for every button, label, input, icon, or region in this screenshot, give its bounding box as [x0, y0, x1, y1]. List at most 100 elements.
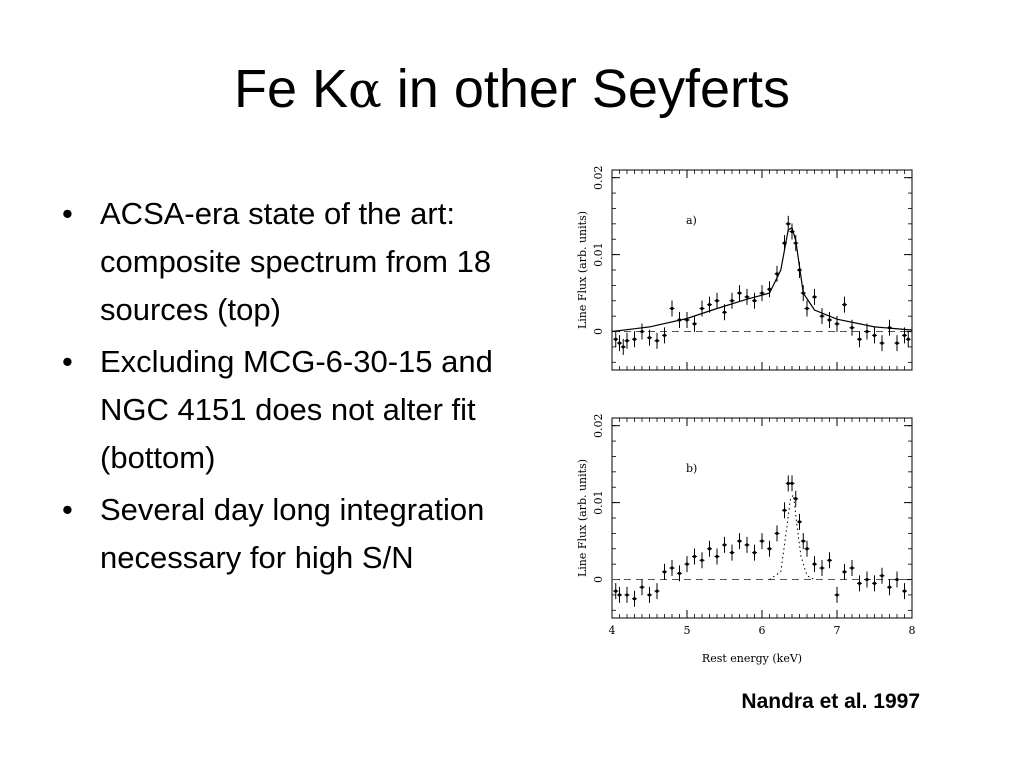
data-point [655, 339, 659, 343]
y-tick-label: 0.02 [592, 165, 605, 190]
data-point [835, 593, 839, 597]
bullet-item: • Excluding MCG-6-30-15 and NGC 4151 does… [62, 338, 542, 482]
data-point [647, 336, 652, 340]
data-point [745, 295, 749, 299]
data-point [640, 585, 644, 589]
data-point [887, 585, 892, 589]
data-point [730, 299, 734, 303]
x-axis-label: Rest energy (keV) [702, 652, 802, 665]
data-point [880, 341, 884, 345]
data-point [760, 291, 764, 295]
data-point [707, 547, 712, 551]
data-point [895, 577, 899, 582]
bullet-item: • ACSA-era state of the art: composite sp… [62, 190, 542, 334]
x-tick-label: 6 [759, 624, 766, 637]
data-point [801, 291, 805, 295]
data-point [906, 337, 910, 341]
bullet-text: ACSA-era state of the art: composite spe… [100, 196, 492, 327]
data-point [902, 333, 907, 337]
data-point [614, 589, 618, 593]
data-point [835, 322, 839, 326]
y-tick-label: 0 [592, 328, 605, 335]
x-tick-label: 4 [609, 624, 616, 637]
data-point [662, 570, 667, 574]
data-point [857, 337, 862, 341]
title-alpha-symbol: α [348, 61, 382, 119]
data-point [700, 306, 704, 311]
data-point [730, 551, 734, 555]
bullet-text: Several day long integration necessary f… [100, 492, 485, 575]
data-point [614, 337, 618, 341]
data-point [700, 558, 704, 562]
data-point [745, 543, 749, 547]
data-point [722, 310, 727, 314]
data-point [872, 581, 877, 585]
data-point [685, 562, 689, 566]
x-tick-label: 7 [834, 624, 841, 637]
data-point [827, 318, 832, 322]
data-point [820, 566, 824, 570]
data-point [801, 539, 805, 543]
data-point [865, 577, 869, 582]
citation: Nandra et al. 1997 [741, 690, 920, 713]
data-point [794, 241, 798, 245]
x-tick-label: 5 [684, 624, 691, 637]
data-point [692, 554, 697, 559]
data-point [790, 481, 794, 485]
data-point [775, 531, 779, 535]
data-point [722, 543, 727, 547]
data-point [805, 306, 809, 311]
data-point [794, 497, 798, 501]
data-point [752, 299, 757, 303]
data-point [872, 333, 877, 337]
data-point [775, 272, 779, 276]
data-point [640, 329, 644, 334]
data-point [625, 593, 629, 597]
data-point [790, 229, 794, 234]
data-point [632, 597, 637, 601]
data-point [737, 291, 742, 295]
data-point [782, 508, 787, 512]
data-point [647, 593, 652, 597]
spectrum-panel-b: 4 5 6 7 8 0 0.01 0.02 Line Flux (arb. units) b) Re… [576, 413, 916, 665]
data-point [685, 318, 689, 322]
slide-title: Fe Kα in other Seyferts [0, 62, 1024, 116]
data-point [842, 570, 847, 574]
data-point [715, 554, 719, 559]
data-point [887, 326, 892, 330]
data-point [797, 520, 802, 524]
data-point [670, 566, 674, 570]
title-suffix: in other Seyferts [381, 59, 790, 119]
bullet-text: Excluding MCG-6-30-15 and NGC 4151 does … [100, 344, 493, 475]
y-tick-label: 0.01 [592, 490, 605, 514]
data-point [880, 574, 884, 578]
bullet-list: • ACSA-era state of the art: composite sp… [62, 190, 542, 586]
data-point [760, 539, 764, 543]
data-point [767, 547, 772, 551]
data-point [707, 303, 712, 307]
y-tick-label: 0 [592, 576, 605, 583]
title-prefix: Fe K [233, 59, 349, 119]
data-point [617, 593, 622, 597]
data-point [621, 345, 625, 349]
bullet-dot: • [62, 492, 73, 527]
x-tick-label: 8 [909, 624, 916, 637]
data-point [662, 333, 667, 337]
data-point [797, 268, 802, 272]
data-point [767, 287, 772, 291]
gaussian-curve [769, 493, 815, 580]
y-axis-label: Line Flux (arb. units) [576, 211, 589, 329]
bullet-dot: • [62, 344, 73, 379]
data-point [632, 337, 637, 341]
data-point [895, 341, 899, 345]
spectrum-figure: 0 0.01 0.02 Line Flux (arb. units) a) 4 5 6 7 8 0… [576, 165, 916, 665]
data-point [820, 314, 824, 318]
bullet-item: • Several day long integration necessary … [62, 486, 542, 582]
model-curve [611, 226, 913, 333]
data-point [865, 329, 869, 334]
y-tick-label: 0.02 [592, 413, 605, 438]
data-point [812, 562, 817, 566]
spectrum-panel-a: 0 0.01 0.02 Line Flux (arb. units) a) [576, 165, 913, 371]
y-tick-label: 0.01 [592, 242, 605, 267]
data-point [655, 589, 659, 593]
